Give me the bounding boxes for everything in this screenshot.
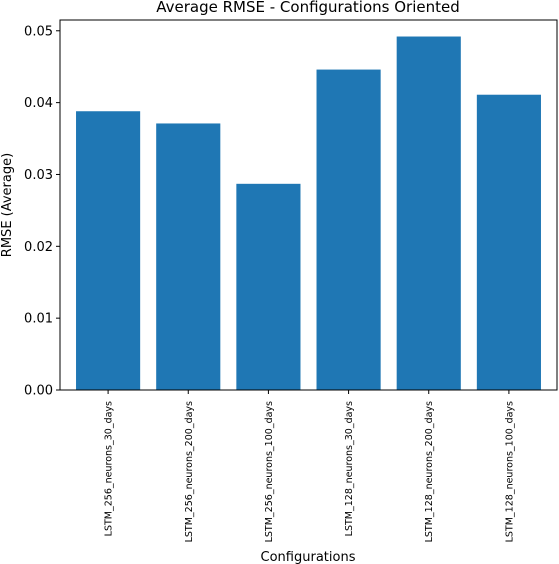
x-tick-label: LSTM_128_neurons_200_days bbox=[424, 401, 435, 542]
bar-LSTM_128_neurons_100_days bbox=[476, 94, 541, 390]
bar-LSTM_128_neurons_30_days bbox=[316, 69, 381, 390]
y-axis-ticks: 0.00 0.01 0.02 0.03 0.04 0.05 bbox=[24, 24, 60, 399]
x-axis-ticks: LSTM_256_neurons_30_days LSTM_256_neurons… bbox=[104, 390, 515, 542]
bar-LSTM_256_neurons_100_days bbox=[236, 183, 301, 390]
chart-title: Average RMSE - Configurations Oriented bbox=[156, 0, 460, 16]
x-tick-label: LSTM_128_neurons_30_days bbox=[344, 401, 355, 536]
y-tick-label: 0.00 bbox=[24, 384, 53, 399]
plot-frame bbox=[59, 19, 558, 391]
x-tick-label: LSTM_256_neurons_200_days bbox=[184, 401, 195, 542]
bar-LSTM_256_neurons_30_days bbox=[76, 111, 141, 391]
y-axis-label: RMSE (Average) bbox=[0, 153, 15, 257]
x-axis-label: Configurations bbox=[261, 550, 356, 564]
bar-LSTM_128_neurons_200_days bbox=[396, 36, 461, 391]
y-tick-label: 0.02 bbox=[24, 240, 53, 255]
x-tick-label: LSTM_128_neurons_100_days bbox=[504, 401, 515, 542]
bar-LSTM_256_neurons_200_days bbox=[156, 123, 221, 391]
y-tick-label: 0.05 bbox=[24, 24, 53, 39]
y-tick-label: 0.04 bbox=[24, 96, 53, 111]
bars-group bbox=[76, 36, 541, 391]
y-tick-label: 0.01 bbox=[24, 312, 53, 327]
x-tick-label: LSTM_256_neurons_30_days bbox=[104, 401, 115, 536]
y-tick-label: 0.03 bbox=[24, 168, 53, 183]
x-tick-label: LSTM_256_neurons_100_days bbox=[264, 401, 275, 542]
